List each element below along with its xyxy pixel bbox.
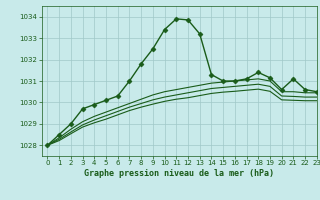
X-axis label: Graphe pression niveau de la mer (hPa): Graphe pression niveau de la mer (hPa) [84, 169, 274, 178]
